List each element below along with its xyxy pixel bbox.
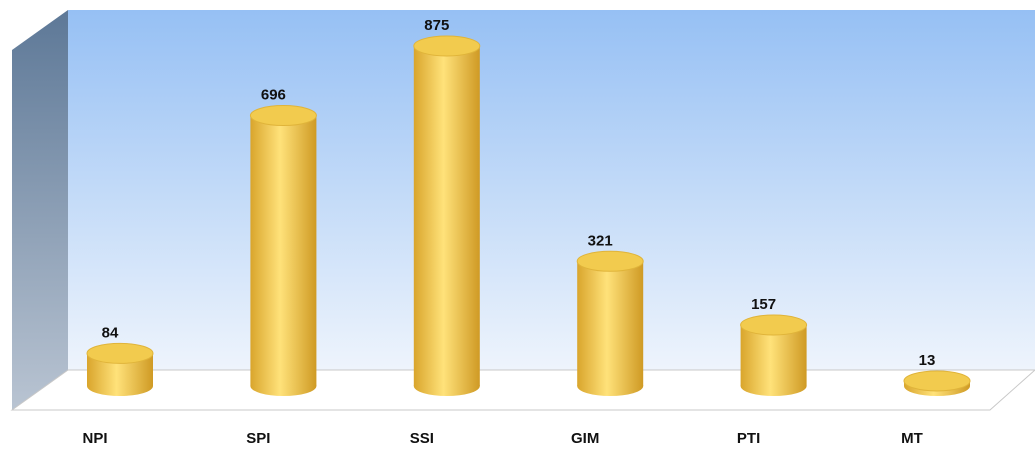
x-tick-label: SSI [410, 430, 434, 447]
value-label: 84 [102, 324, 119, 341]
x-tick-label: GIM [571, 430, 599, 447]
side-wall [12, 10, 68, 410]
bar-top [740, 314, 808, 336]
bar-top [576, 250, 644, 272]
bar [413, 46, 480, 386]
x-tick-label: SPI [246, 430, 270, 447]
value-label: 696 [261, 87, 286, 104]
floor [10, 369, 1035, 411]
bar-top [249, 105, 317, 127]
bar [250, 115, 317, 386]
bars: NPI 84 SPI 696 SSI 875 GIM 321 PTI 157 MT 13 [82, 17, 971, 447]
back-wall [68, 10, 1035, 370]
value-label: 875 [424, 17, 449, 34]
value-label: 13 [919, 352, 936, 369]
bar-top [413, 35, 481, 57]
x-tick-label: MT [901, 430, 923, 447]
x-tick-label: PTI [737, 430, 760, 447]
value-label: 321 [588, 232, 613, 249]
value-label: 157 [751, 296, 776, 313]
bar-top [86, 342, 154, 364]
x-tick-label: NPI [82, 430, 107, 447]
bar [577, 261, 644, 386]
bar-top [903, 370, 971, 392]
